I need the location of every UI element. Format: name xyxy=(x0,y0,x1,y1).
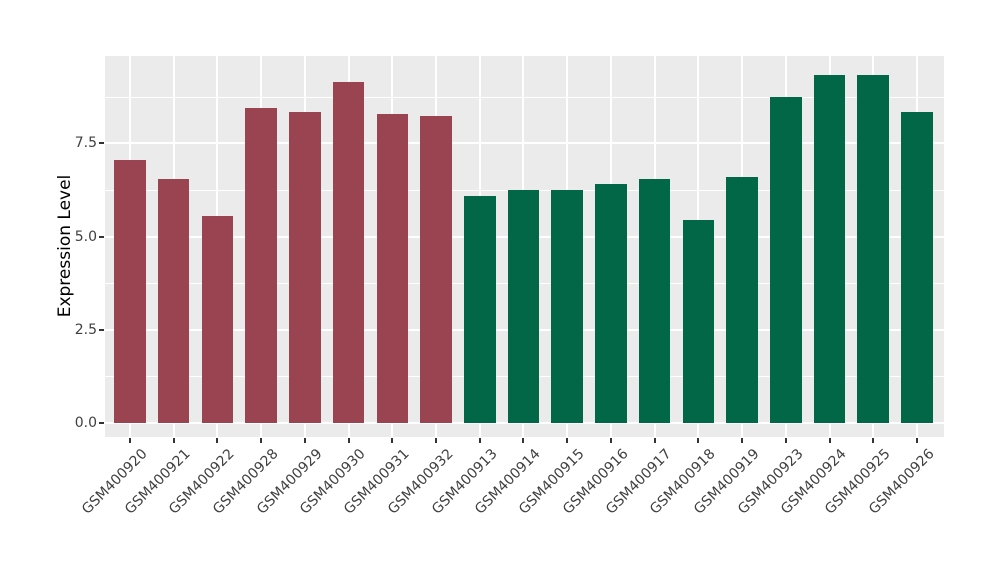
gridline-h-major xyxy=(105,422,944,424)
bar-GSM400923 xyxy=(770,96,802,423)
y-tick-mark xyxy=(99,142,104,145)
x-tick-mark xyxy=(566,438,569,443)
bar-GSM400920 xyxy=(114,160,146,423)
x-tick-mark xyxy=(172,438,175,443)
x-tick-mark xyxy=(784,438,787,443)
x-tick-mark xyxy=(741,438,744,443)
bar-GSM400915 xyxy=(551,190,583,423)
y-tick-label: 5.0 xyxy=(74,228,97,245)
x-tick-mark xyxy=(391,438,394,443)
bar-GSM400929 xyxy=(289,111,321,423)
bar-GSM400918 xyxy=(682,219,715,423)
bar-GSM400913 xyxy=(464,195,496,423)
x-tick-mark xyxy=(697,438,700,443)
bar-GSM400931 xyxy=(376,113,409,423)
x-tick-mark xyxy=(653,438,656,443)
bar-GSM400916 xyxy=(595,184,627,423)
x-tick-mark xyxy=(828,438,831,443)
x-tick-mark xyxy=(303,438,306,443)
bar-GSM400914 xyxy=(507,190,540,423)
y-tick-mark xyxy=(99,235,104,238)
x-tick-mark xyxy=(129,438,131,443)
plot-panel xyxy=(105,56,944,437)
bar-GSM400922 xyxy=(201,216,234,423)
bar-GSM400925 xyxy=(857,74,889,423)
x-tick-mark xyxy=(478,438,481,443)
x-tick-mark xyxy=(347,438,350,443)
bar-GSM400928 xyxy=(245,108,277,423)
bar-GSM400926 xyxy=(901,111,933,423)
x-tick-mark xyxy=(609,438,612,443)
x-tick-mark xyxy=(522,438,525,443)
y-tick-mark xyxy=(99,328,104,331)
gridline-h-major xyxy=(105,142,944,145)
y-tick-label: 7.5 xyxy=(74,135,97,152)
x-tick-mark xyxy=(872,438,875,443)
y-tick-label: 2.5 xyxy=(74,321,97,338)
gridline-h-minor xyxy=(105,96,944,98)
y-tick-label: 0.0 xyxy=(74,415,97,431)
bar-GSM400917 xyxy=(638,178,671,423)
x-tick-mark xyxy=(435,438,438,443)
bar-GSM400921 xyxy=(157,178,190,423)
x-tick-mark xyxy=(216,438,219,443)
x-tick-mark xyxy=(915,438,918,443)
bar-GSM400930 xyxy=(332,81,365,423)
y-tick-mark xyxy=(99,422,104,424)
bar-GSM400919 xyxy=(726,177,758,423)
x-tick-mark xyxy=(260,438,263,443)
bar-GSM400932 xyxy=(420,115,452,423)
bar-GSM400924 xyxy=(813,74,846,423)
y-axis-title: Expression Level xyxy=(55,174,75,318)
